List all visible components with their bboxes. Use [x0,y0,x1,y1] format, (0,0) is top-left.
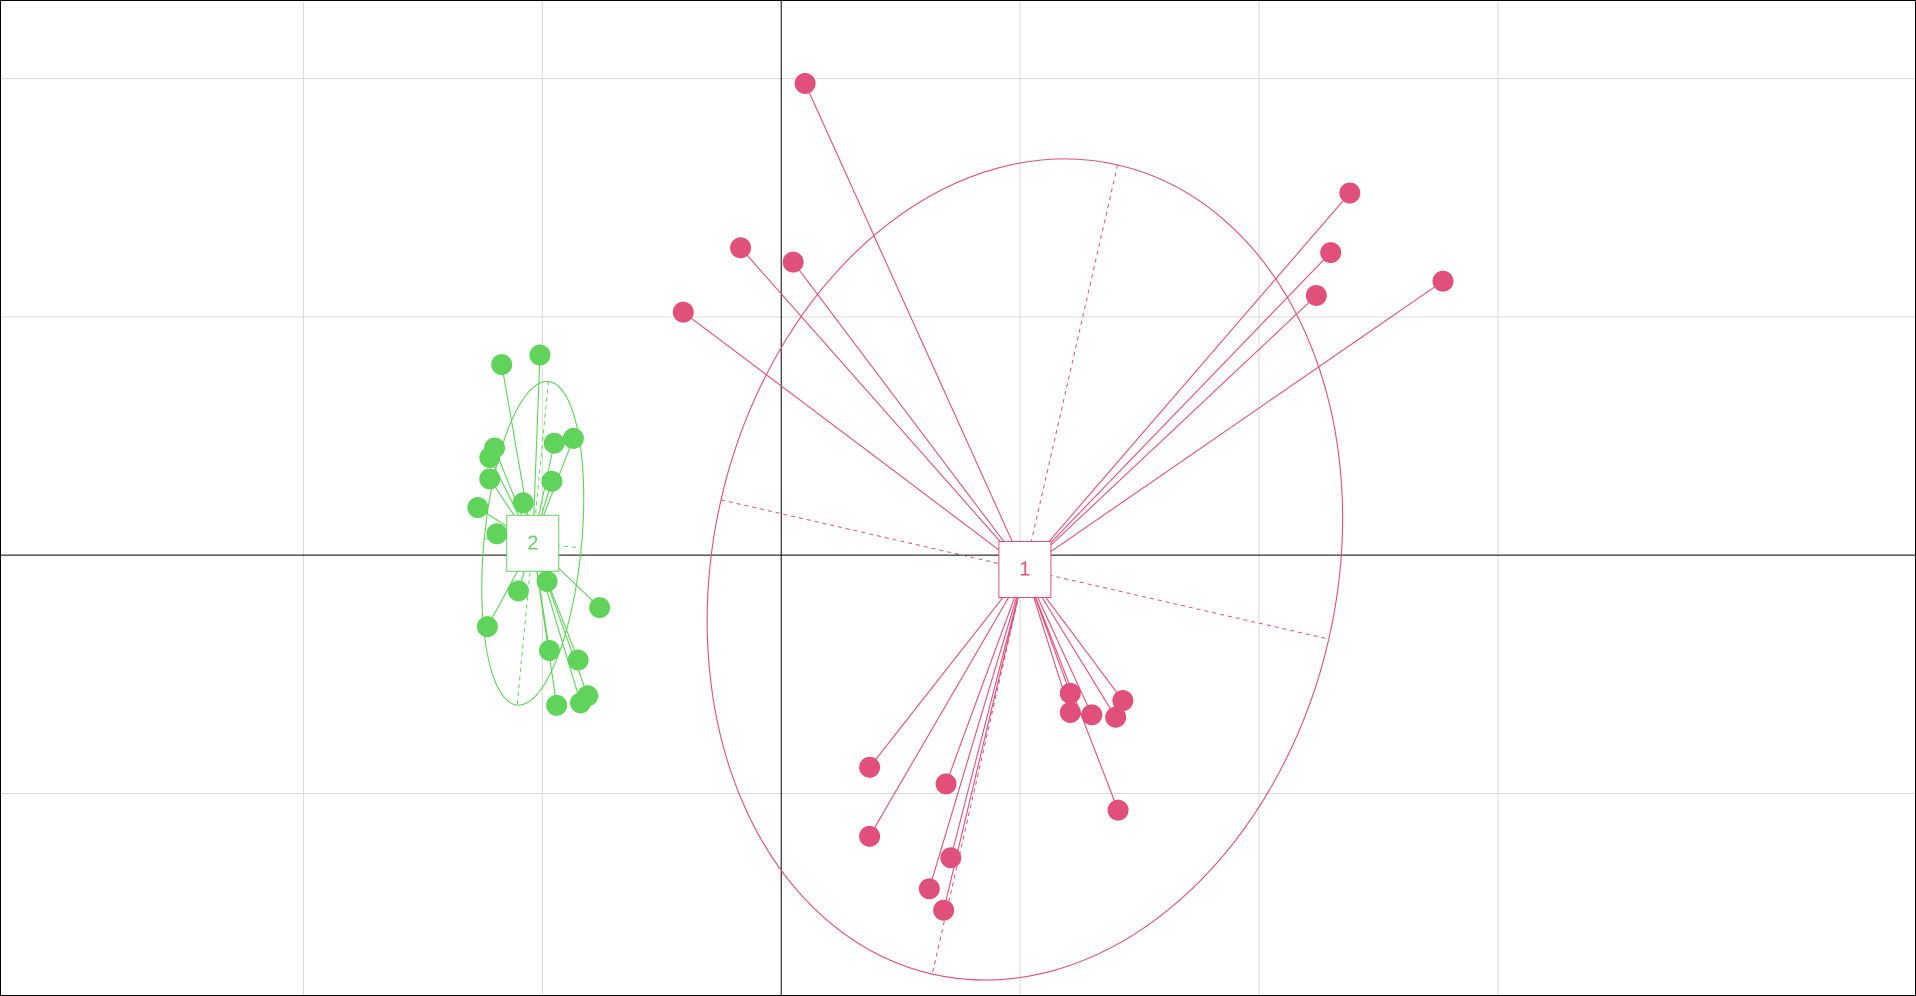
data-point [918,878,940,900]
data-point [1305,284,1327,306]
cluster-label-box [506,514,560,572]
data-point [570,692,592,714]
data-point [1059,701,1081,723]
data-point [541,470,563,492]
cluster-label: 2 [527,532,538,554]
ellipse-major-axis [931,164,1119,975]
data-point [486,523,508,545]
data-point [859,825,881,847]
data-point [538,639,560,661]
star-line [1024,295,1317,570]
data-point [546,694,568,716]
data-point [1081,704,1103,726]
star-line [1024,192,1351,570]
data-point [782,251,804,273]
data-point [794,72,816,94]
data-point [536,570,558,592]
data-point [507,580,529,602]
data-point [1107,799,1129,821]
data-point [672,301,694,323]
cluster-group-2: 2 [467,344,611,716]
data-point [512,492,534,514]
data-point [479,446,501,468]
data-point [589,597,611,619]
data-point [935,773,957,795]
star-line [869,569,1026,837]
data-point [1112,690,1134,712]
data-point [940,847,962,869]
data-point [859,756,881,778]
data-point [1320,242,1342,264]
data-point [529,344,551,366]
cluster-group-1: 1 [672,72,1454,981]
data-point [543,432,565,454]
data-point [567,649,589,671]
star-line [1024,280,1444,570]
data-point [1432,270,1454,292]
data-point [479,468,501,490]
data-point [933,899,955,921]
star-line [682,311,1026,570]
star-line [740,247,1026,570]
star-line [945,569,1026,785]
star-line [1024,252,1332,570]
data-point [1105,706,1127,728]
data-point [730,237,752,259]
star-line [928,569,1026,889]
star-line [792,261,1026,570]
star-line [501,364,534,544]
star-line [950,569,1026,858]
data-point [1059,682,1081,704]
star-line [804,83,1026,570]
data-point [467,497,489,519]
cluster-label: 1 [1019,558,1030,580]
data-point [562,427,584,449]
data-point [1339,182,1361,204]
data-point [491,354,513,376]
cluster-groups: 12 [467,72,1454,981]
star-line [869,569,1026,768]
data-point [476,616,498,638]
star-line [532,355,541,544]
cluster-label-box [998,540,1052,598]
